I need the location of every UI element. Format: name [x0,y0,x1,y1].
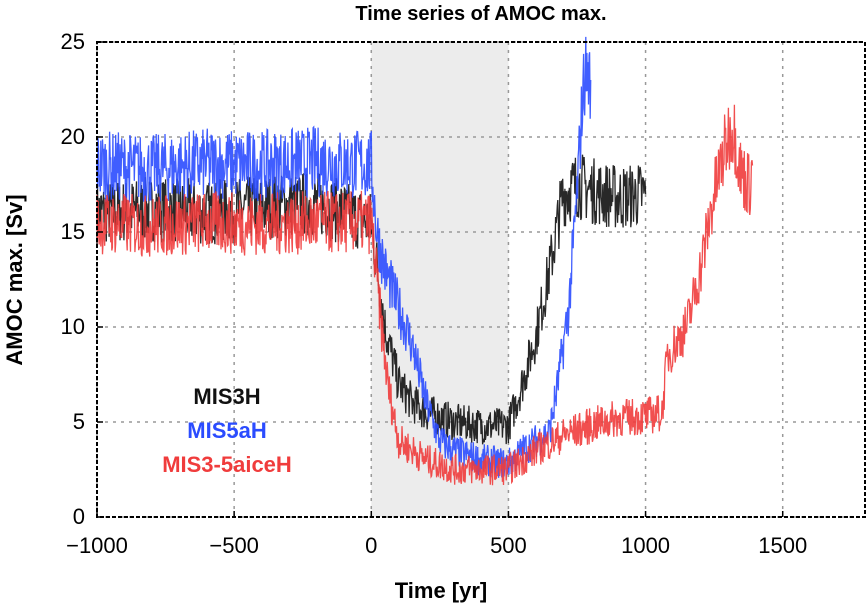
series-line-MIS3-5aiceH [96,104,754,486]
x-tick-label: 500 [490,533,527,558]
legend-entry-MIS3-5aiceH: MIS3-5aiceH [162,452,292,477]
chart-title: Time series of AMOC max. [355,3,606,25]
y-tick-label: 15 [61,219,85,244]
legend-entry-MIS3H: MIS3H [193,384,260,409]
x-tick-label: 1000 [621,533,670,558]
legend: MIS3H MIS5aH MIS3-5aiceH [162,384,292,477]
y-tick-label: 0 [73,504,85,529]
y-axis-label: AMOC max. [Sv] [2,194,27,365]
x-axis-label: Time [yr] [395,578,488,603]
y-tick-label: 5 [73,409,85,434]
plot-frame [96,41,866,518]
y-tick-label: 10 [61,314,85,339]
legend-entry-MIS5aH: MIS5aH [187,418,266,443]
x-tick-label: −500 [209,533,259,558]
plot-area: −1000 −500 0 500 1000 1500 0 5 10 15 20 25 [61,29,866,558]
y-tick-label: 20 [61,124,85,149]
x-tick-label: 1500 [758,533,807,558]
y-tick-label: 25 [61,29,85,54]
x-tick-label: 0 [365,533,377,558]
x-tick-label: −1000 [66,533,128,558]
